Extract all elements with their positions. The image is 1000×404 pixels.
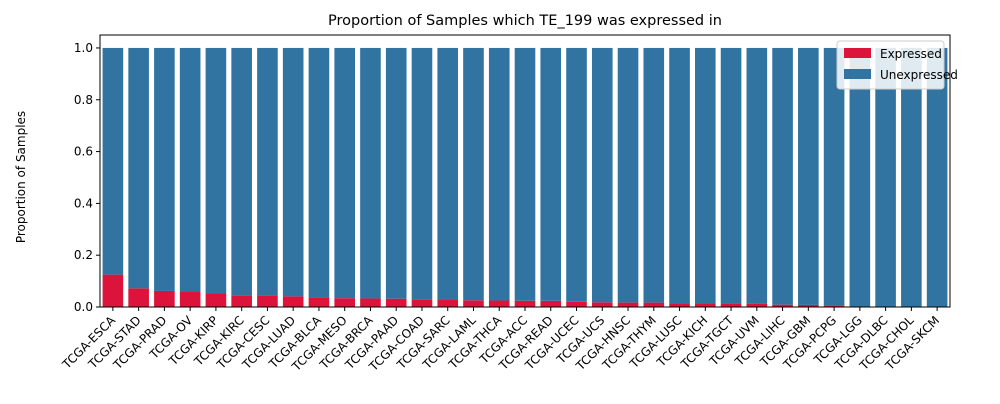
- bar-unexpressed-tcga-laml: [463, 47, 484, 301]
- bar-unexpressed-tcga-paad: [385, 47, 407, 299]
- bar-expressed-tcga-ucs: [591, 302, 613, 307]
- bar-expressed-tcga-meso: [334, 298, 355, 307]
- bar-expressed-tcga-lihc: [772, 304, 793, 307]
- bar-unexpressed-tcga-thym: [643, 47, 665, 303]
- bar-unexpressed-tcga-lihc: [772, 47, 793, 305]
- bar-expressed-tcga-pcpg: [823, 305, 845, 307]
- y-tick-label: 0.8: [74, 93, 93, 107]
- bar-expressed-tcga-luad: [282, 296, 304, 307]
- bar-expressed-tcga-paad: [385, 298, 407, 307]
- y-tick-label: 0.4: [74, 196, 93, 210]
- bars-layer: [102, 47, 948, 307]
- bar-expressed-tcga-kirc: [231, 295, 252, 307]
- legend-swatch-expressed: [844, 48, 871, 58]
- bar-unexpressed-tcga-blca: [308, 47, 330, 298]
- bar-unexpressed-tcga-gbm: [798, 47, 819, 305]
- legend-label-unexpressed: Unexpressed: [880, 68, 958, 82]
- bar-expressed-tcga-prad: [154, 290, 175, 307]
- bar-expressed-tcga-laml: [463, 300, 484, 307]
- bar-unexpressed-tcga-hnsc: [617, 47, 639, 303]
- bar-expressed-tcga-tgct: [720, 303, 742, 307]
- y-tick-label: 1.0: [74, 41, 93, 55]
- legend: Expressed Unexpressed: [836, 40, 958, 90]
- legend-swatch-unexpressed: [844, 69, 871, 79]
- bar-unexpressed-tcga-lgg: [849, 47, 871, 307]
- bar-expressed-tcga-thym: [643, 302, 665, 307]
- bar-unexpressed-tcga-chol: [901, 47, 922, 307]
- bar-expressed-tcga-lusc: [669, 303, 690, 307]
- bar-unexpressed-tcga-ucs: [591, 47, 613, 303]
- bar-unexpressed-tcga-kirp: [205, 47, 227, 294]
- bar-expressed-tcga-ucec: [566, 301, 587, 307]
- bar-expressed-tcga-thca: [488, 300, 510, 307]
- bar-expressed-tcga-gbm: [798, 304, 819, 307]
- y-axis-label: Proportion of Samples: [14, 111, 28, 243]
- y-tick-label: 0.2: [74, 248, 93, 262]
- bar-unexpressed-tcga-tgct: [720, 47, 742, 304]
- bar-unexpressed-tcga-kich: [695, 47, 716, 304]
- bar-unexpressed-tcga-ucec: [566, 47, 587, 302]
- bar-expressed-tcga-blca: [308, 297, 330, 307]
- bar-unexpressed-tcga-kirc: [231, 47, 252, 296]
- bar-unexpressed-tcga-brca: [360, 47, 381, 299]
- bar-expressed-tcga-read: [540, 300, 562, 307]
- bar-unexpressed-tcga-acc: [514, 47, 536, 301]
- bar-unexpressed-tcga-read: [540, 47, 562, 301]
- bar-unexpressed-tcga-sarc: [437, 47, 459, 301]
- bar-unexpressed-tcga-skcm: [926, 47, 948, 307]
- bar-expressed-tcga-esca: [102, 274, 124, 307]
- bar-expressed-tcga-brca: [360, 298, 381, 307]
- bar-unexpressed-tcga-meso: [334, 47, 355, 299]
- bar-expressed-tcga-kirp: [205, 293, 227, 307]
- bar-unexpressed-tcga-uvm: [746, 47, 768, 304]
- bar-unexpressed-tcga-pcpg: [823, 47, 845, 306]
- bar-expressed-tcga-hnsc: [617, 302, 639, 307]
- bar-expressed-tcga-acc: [514, 300, 536, 307]
- bar-unexpressed-tcga-stad: [128, 47, 149, 289]
- y-tick-label: 0.6: [74, 145, 93, 159]
- bar-expressed-tcga-ov: [179, 291, 201, 307]
- bar-unexpressed-tcga-ov: [179, 47, 201, 292]
- y-tick-label: 0.0: [74, 300, 93, 314]
- bar-expressed-tcga-sarc: [437, 300, 459, 307]
- bar-unexpressed-tcga-lusc: [669, 47, 690, 304]
- bar-unexpressed-tcga-prad: [154, 47, 175, 291]
- bar-unexpressed-tcga-luad: [282, 47, 304, 297]
- bar-unexpressed-tcga-dlbc: [875, 47, 896, 307]
- bar-unexpressed-tcga-cesc: [257, 47, 278, 296]
- bar-expressed-tcga-cesc: [257, 295, 278, 307]
- bar-expressed-tcga-uvm: [746, 303, 768, 307]
- bar-expressed-tcga-coad: [411, 299, 433, 307]
- bar-expressed-tcga-stad: [128, 288, 149, 307]
- bar-unexpressed-tcga-coad: [411, 47, 433, 300]
- bar-unexpressed-tcga-thca: [488, 47, 510, 301]
- bar-expressed-tcga-kich: [695, 303, 716, 307]
- bar-unexpressed-tcga-esca: [102, 47, 124, 275]
- legend-label-expressed: Expressed: [880, 47, 942, 61]
- chart-title: Proportion of Samples which TE_199 was e…: [328, 13, 722, 29]
